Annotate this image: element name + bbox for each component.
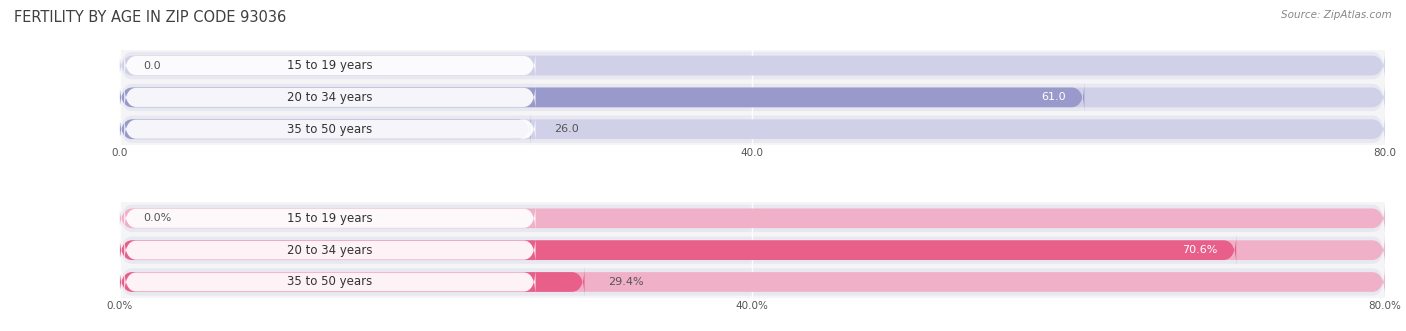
Text: 15 to 19 years: 15 to 19 years <box>287 59 373 72</box>
Text: 61.0: 61.0 <box>1040 92 1066 102</box>
Text: 0.0%: 0.0% <box>143 213 172 223</box>
FancyBboxPatch shape <box>120 236 1385 264</box>
FancyBboxPatch shape <box>124 83 536 112</box>
FancyBboxPatch shape <box>120 203 1385 234</box>
FancyBboxPatch shape <box>120 84 1385 111</box>
Text: 35 to 50 years: 35 to 50 years <box>287 123 373 136</box>
FancyBboxPatch shape <box>120 268 1385 296</box>
Text: Source: ZipAtlas.com: Source: ZipAtlas.com <box>1281 10 1392 20</box>
FancyBboxPatch shape <box>120 114 531 145</box>
FancyBboxPatch shape <box>120 116 1385 143</box>
Text: 26.0: 26.0 <box>554 124 579 134</box>
FancyBboxPatch shape <box>120 82 1084 113</box>
Text: 70.6%: 70.6% <box>1182 245 1218 255</box>
Text: 35 to 50 years: 35 to 50 years <box>287 275 373 289</box>
FancyBboxPatch shape <box>120 50 1385 81</box>
FancyBboxPatch shape <box>124 236 536 264</box>
FancyBboxPatch shape <box>120 266 585 298</box>
FancyBboxPatch shape <box>124 115 536 144</box>
Text: 0.0: 0.0 <box>143 61 160 71</box>
FancyBboxPatch shape <box>124 51 536 80</box>
FancyBboxPatch shape <box>120 235 1385 266</box>
Text: 20 to 34 years: 20 to 34 years <box>287 91 373 104</box>
Text: 20 to 34 years: 20 to 34 years <box>287 244 373 257</box>
FancyBboxPatch shape <box>124 204 536 233</box>
FancyBboxPatch shape <box>120 114 1385 145</box>
FancyBboxPatch shape <box>120 82 1385 113</box>
Text: FERTILITY BY AGE IN ZIP CODE 93036: FERTILITY BY AGE IN ZIP CODE 93036 <box>14 10 287 25</box>
FancyBboxPatch shape <box>120 235 1236 266</box>
FancyBboxPatch shape <box>120 52 1385 79</box>
FancyBboxPatch shape <box>120 266 1385 298</box>
FancyBboxPatch shape <box>124 268 536 296</box>
Text: 15 to 19 years: 15 to 19 years <box>287 212 373 225</box>
Text: 29.4%: 29.4% <box>609 277 644 287</box>
FancyBboxPatch shape <box>120 205 1385 232</box>
